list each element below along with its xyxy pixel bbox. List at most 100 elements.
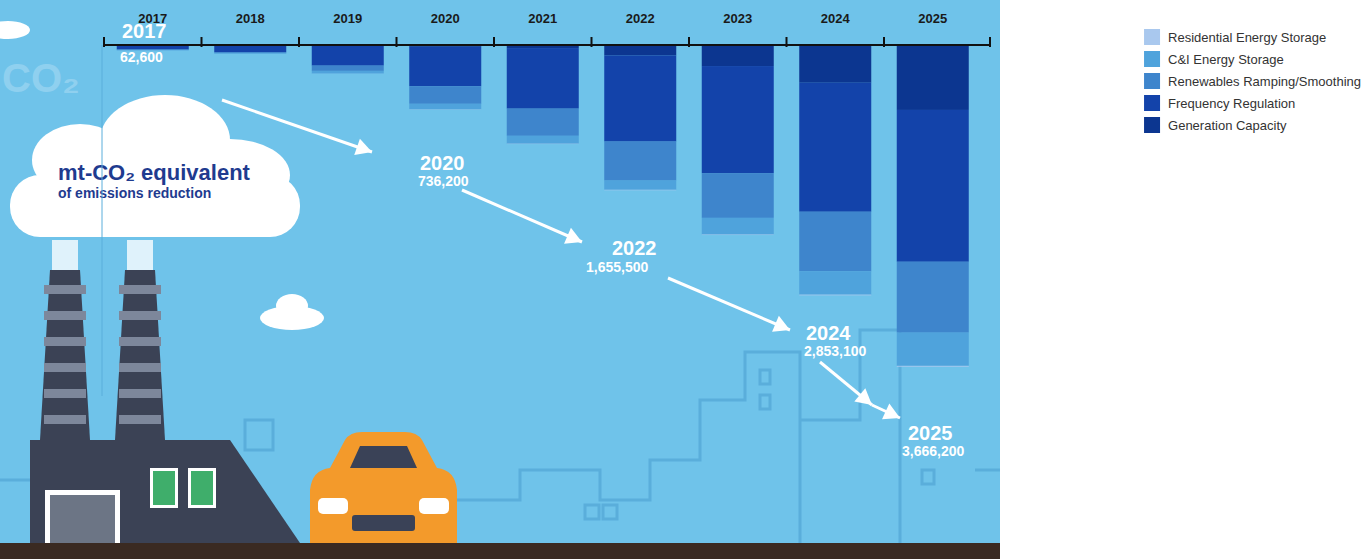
car-windshield: [350, 446, 417, 468]
category-label: 2021: [528, 11, 557, 26]
window: [603, 505, 617, 519]
bar-segment: [604, 45, 676, 56]
bar-segment: [312, 66, 384, 71]
legend-label: Residential Energy Storage: [1168, 30, 1326, 45]
category-tick: [786, 37, 788, 47]
chimney-stripe: [44, 363, 86, 372]
legend: Residential Energy Storage C&I Energy Sto…: [1144, 29, 1361, 133]
chimney-stripe: [44, 389, 86, 398]
arrow-head: [854, 388, 872, 405]
bar-segment: [312, 71, 384, 74]
car-headlight: [419, 498, 449, 514]
category-tick: [883, 37, 885, 47]
arrow-line: [222, 100, 372, 152]
smoke: [127, 240, 153, 270]
bar-segment: [799, 83, 871, 212]
arrow-line: [462, 190, 582, 242]
legend-label: Renewables Ramping/Smoothing: [1168, 74, 1361, 89]
factory-door: [45, 490, 120, 543]
arrow-line: [668, 278, 790, 330]
bar-segment: [604, 181, 676, 190]
bar-segment: [897, 45, 969, 110]
building: [430, 352, 800, 543]
chimney-stripe: [119, 389, 161, 398]
bar-segment: [702, 66, 774, 173]
factory-window: [188, 468, 216, 508]
factory-window: [150, 468, 178, 508]
chimney-stripe: [119, 285, 161, 294]
bar-segment: [214, 45, 286, 52]
building: [800, 330, 900, 543]
legend-label: Generation Capacity: [1168, 118, 1287, 133]
arrow-line: [820, 362, 872, 405]
window: [922, 470, 934, 484]
bar-segment: [507, 143, 579, 144]
annotation-year: 2025: [908, 422, 953, 444]
category-tick: [103, 37, 105, 47]
bar-segment: [604, 142, 676, 181]
bar-segment: [799, 45, 871, 83]
category-tick: [298, 37, 300, 47]
legend-swatch: [1144, 51, 1160, 67]
category-axis: [104, 44, 990, 46]
category-tick: [989, 37, 991, 47]
category-label: 2024: [821, 11, 851, 26]
legend-label: Frequency Regulation: [1168, 96, 1295, 111]
bar-segment: [897, 365, 969, 367]
category-tick: [201, 37, 203, 47]
annotation-total: 62,600: [120, 49, 163, 65]
chimney-stripe: [119, 363, 161, 372]
chimney-stripe: [44, 415, 86, 424]
factory-body: [30, 440, 300, 543]
annotation-year: 2022: [612, 237, 657, 259]
annotation-total: 2,853,100: [804, 343, 866, 359]
building: [975, 469, 1000, 472]
smoke: [52, 240, 78, 270]
bar-segment: [897, 262, 969, 333]
category-label: 2020: [431, 11, 460, 26]
bar-segment: [507, 109, 579, 136]
category-tick: [493, 37, 495, 47]
car-headlight: [318, 498, 348, 514]
chimney-stripe: [119, 415, 161, 424]
bar-segment: [214, 52, 286, 54]
bar-segment: [409, 47, 481, 86]
window: [760, 395, 770, 409]
factory-window-glass: [153, 471, 175, 505]
bars: [117, 45, 969, 367]
arrow-head: [772, 316, 790, 332]
bar-segment: [409, 104, 481, 110]
legend-swatch: [1144, 29, 1160, 45]
category-label: 2022: [626, 11, 655, 26]
legend-swatch: [1144, 73, 1160, 89]
bar-segment: [702, 218, 774, 235]
bar-segment: [897, 333, 969, 366]
sky: [0, 0, 1000, 559]
category-tick: [688, 37, 690, 47]
arrows: [222, 100, 900, 419]
car-grille: [352, 515, 415, 531]
bar-segment: [702, 45, 774, 66]
bar-segment: [507, 48, 579, 109]
annotation-year: 2024: [806, 322, 851, 344]
small-cloud: [260, 294, 324, 330]
bar-segment: [312, 45, 384, 65]
bar-segment: [507, 136, 579, 144]
window: [245, 420, 273, 450]
chimney-stripe: [119, 311, 161, 320]
category-tick: [591, 37, 593, 47]
value-range-line: [102, 45, 103, 396]
page-background: [0, 0, 1371, 559]
category-label: 2025: [918, 11, 947, 26]
infographic: CO₂mt-CO₂ equivalentof emissions reducti…: [0, 0, 1371, 559]
annotation-total: 3,666,200: [902, 443, 964, 459]
legend-label: C&I Energy Storage: [1168, 52, 1284, 67]
corner-cloud: [0, 21, 30, 39]
car: [310, 432, 457, 543]
legend-swatch: [1144, 117, 1160, 133]
factory-door-inner: [50, 495, 115, 543]
bar-segment: [799, 212, 871, 272]
bar-segment: [214, 53, 286, 55]
subtitle: of emissions reduction: [58, 185, 211, 201]
chimney: [115, 270, 165, 440]
